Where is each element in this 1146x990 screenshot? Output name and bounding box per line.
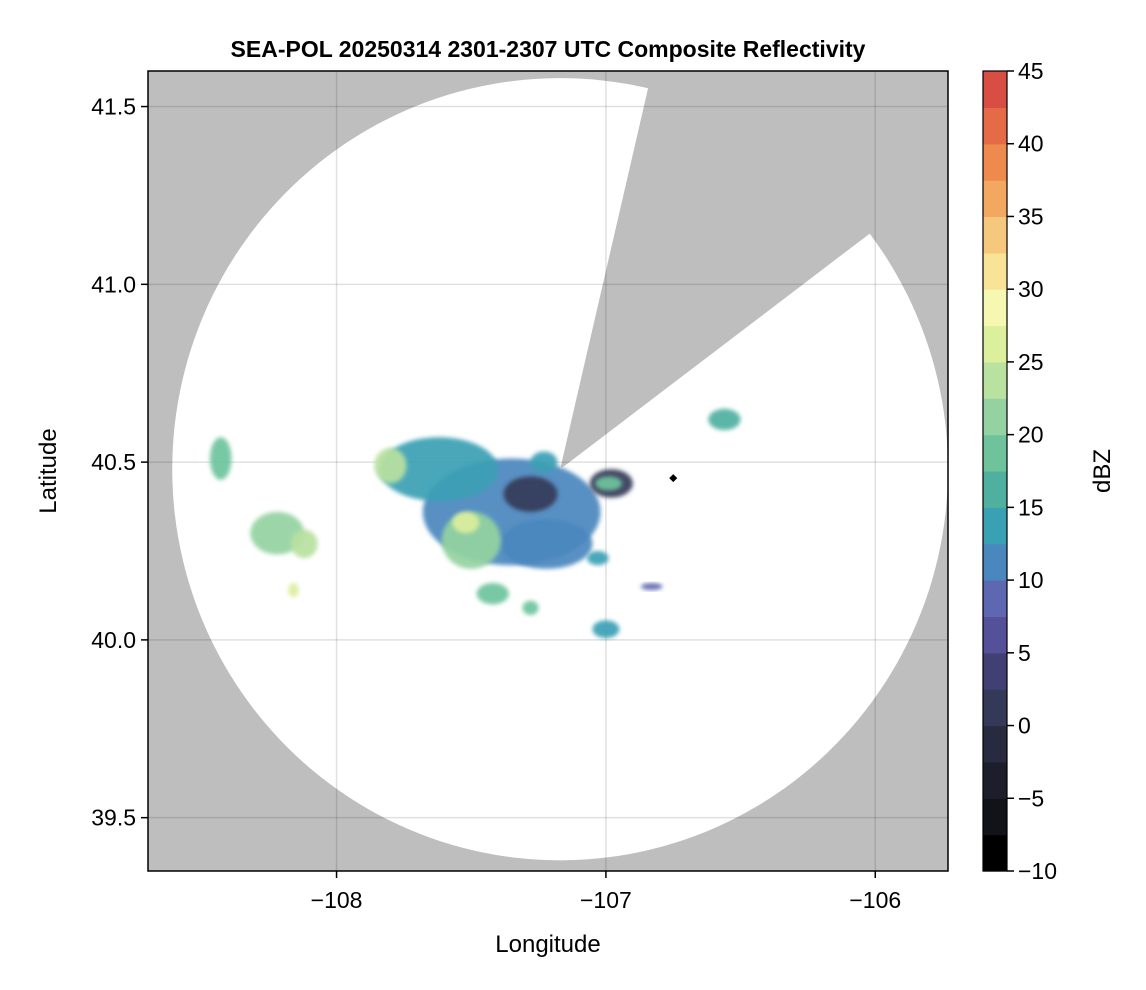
reflectivity-echo [640,583,663,591]
reflectivity-echo [288,583,299,598]
colorbar-tick-label: 45 [1018,58,1044,84]
colorbar-tick-label: 0 [1018,713,1031,739]
reflectivity-echo [500,519,593,569]
colorbar-swatch [983,252,1007,290]
reflectivity-echo [250,511,305,555]
reflectivity-echo [595,476,623,491]
y-tick-label: 41.0 [91,271,136,297]
reflectivity-echo [374,447,407,484]
x-tick-label: −106 [849,887,901,913]
colorbar-swatch [983,507,1007,545]
colorbar-swatch [983,798,1007,836]
reflectivity-echo [209,437,232,480]
colorbar-label: dBZ [1089,449,1116,493]
colorbar-swatch [983,616,1007,654]
colorbar-swatch [983,180,1007,218]
x-axis-label: Longitude [495,931,600,958]
colorbar-swatch [983,471,1007,508]
reflectivity-echo [530,451,558,473]
reflectivity-echo [379,437,499,502]
colorbar-ticks: −10 −5 0 5 10 15 20 25 30 35 40 45 [1007,58,1057,884]
colorbar-swatch [983,289,1007,327]
reflectivity-echo [522,600,539,616]
colorbar-tick-label: 30 [1018,276,1044,302]
colorbar-swatch [983,580,1007,618]
reflectivity-echo [452,511,480,534]
y-tick-label: 39.5 [91,805,136,831]
plot-frame [147,70,949,872]
reflectivity-echo [476,583,509,605]
plot-area [148,71,948,871]
colorbar-swatch [983,434,1007,472]
reflectivity-echoes [209,408,741,639]
marker-layer [669,474,678,483]
x-tick-label: −108 [311,887,363,913]
y-axis-ticks: 39.5 40.0 40.5 41.0 41.5 [91,94,148,831]
y-tick-label: 40.0 [91,627,136,653]
location-marker [669,474,678,483]
colorbar-tick-label: 15 [1018,494,1044,520]
colorbar-tick-label: 40 [1018,131,1044,157]
colorbar-swatch [983,325,1007,363]
y-tick-label: 40.5 [91,449,136,475]
colorbar-swatch [983,361,1007,399]
reflectivity-echo [587,551,609,566]
colorbar-swatch [983,398,1007,436]
reflectivity-echo [592,620,620,639]
colorbar-tick-label: 25 [1018,349,1044,375]
colorbar-tick-label: 5 [1018,640,1031,666]
colorbar-tick-label: −5 [1018,785,1044,811]
y-tick-label: 41.5 [91,94,136,120]
reflectivity-echo [503,476,558,512]
colorbar-swatch [983,834,1007,872]
colorbar-tick-label: 10 [1018,567,1044,593]
reflectivity-echo [290,529,318,559]
colorbar-swatch [983,107,1007,145]
colorbar [982,70,1008,872]
chart-title: SEA-POL 20250314 2301-2307 UTC Composite… [231,36,866,62]
colorbar-frame [982,70,1008,872]
colorbar-swatch [983,216,1007,254]
y-axis-label: Latitude [35,428,62,513]
x-tick-label: −107 [580,887,632,913]
x-axis-ticks: −108 −107 −106 [311,871,901,913]
colorbar-tick-label: −10 [1018,858,1057,884]
colorbar-swatch [983,689,1007,727]
colorbar-swatch [983,725,1007,763]
colorbar-swatch [983,543,1007,581]
colorbar-swatch [983,761,1007,799]
colorbar-swatch [983,71,1007,108]
colorbar-swatch [983,652,1007,690]
colorbar-tick-label: 35 [1018,203,1044,229]
colorbar-tick-label: 20 [1018,422,1044,448]
colorbar-swatch [983,143,1007,181]
reflectivity-echo [708,408,741,431]
